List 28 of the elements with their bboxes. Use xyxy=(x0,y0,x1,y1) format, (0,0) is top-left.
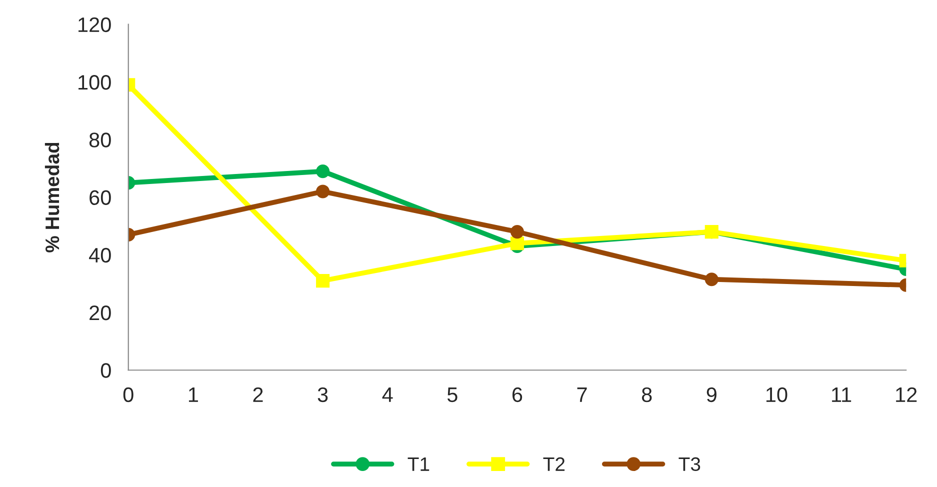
x-tick-label: 11 xyxy=(832,388,852,402)
x-tick-label: 8 xyxy=(642,387,652,402)
x-tick-label: 2 xyxy=(253,387,263,402)
point xyxy=(316,184,330,198)
y-tick-label: 120 xyxy=(78,17,111,32)
x-tick-label: 1 xyxy=(188,388,198,402)
x-tick-label: 3 xyxy=(318,387,328,402)
x-tick-label: 4 xyxy=(382,388,393,402)
legend-label: T1 xyxy=(408,457,430,471)
y-tick-label: 0 xyxy=(100,363,111,378)
x-tick-label: 12 xyxy=(896,387,917,402)
x-tick-label: 9 xyxy=(706,387,716,402)
x-tick-label: 7 xyxy=(577,388,587,402)
point xyxy=(510,236,524,250)
x-tick-label: 10 xyxy=(766,387,788,402)
point xyxy=(316,274,330,288)
x-tick-label: 5 xyxy=(447,388,458,402)
x-tick-label: 0 xyxy=(123,387,134,402)
y-tick-label: 60 xyxy=(90,190,111,205)
y-tick-label: 40 xyxy=(89,248,111,263)
y-tick-label: 80 xyxy=(89,132,111,148)
point xyxy=(510,225,524,239)
x-tick-label: 6 xyxy=(512,387,522,402)
y-tick-label: 20 xyxy=(90,305,111,320)
y-axis-title: % Humedad xyxy=(44,142,60,252)
legend-label: T3 xyxy=(678,457,700,472)
legend-label: T2 xyxy=(543,457,565,471)
y-tick-label: 100 xyxy=(78,74,111,90)
